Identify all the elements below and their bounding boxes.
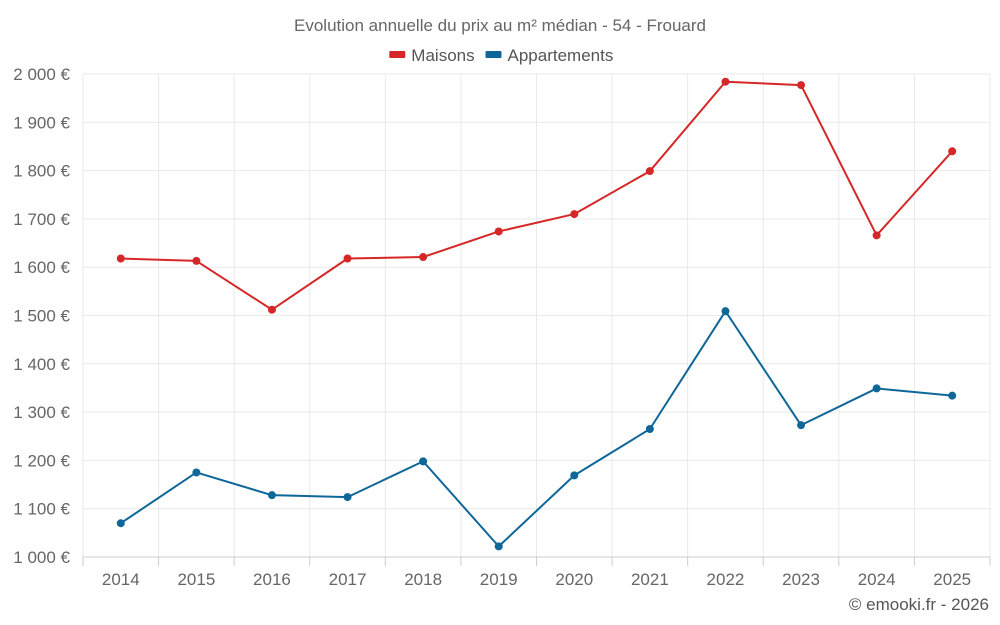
data-point-appartements-2023[interactable] (797, 421, 806, 430)
data-point-maisons-2024[interactable] (872, 231, 881, 240)
y-tick-label: 1 300 € (13, 403, 70, 422)
chart-legend: Maisons Appartements (389, 46, 613, 65)
data-point-maisons-2015[interactable] (192, 256, 201, 265)
data-point-maisons-2016[interactable] (267, 305, 276, 314)
data-point-appartements-2024[interactable] (872, 384, 881, 393)
y-axis: 1 000 € 1 100 € 1 200 € 1 300 € 1 400 € 1 500… (13, 65, 70, 567)
legend-label: Appartements (508, 46, 614, 65)
x-tick-label: 2023 (782, 570, 820, 589)
x-tick-label: 2025 (933, 570, 971, 589)
data-point-appartements-2018[interactable] (419, 457, 428, 466)
legend-item-appartements[interactable]: Appartements (485, 46, 614, 65)
x-tick-label: 2014 (102, 570, 140, 589)
chart-title: Evolution annuelle du prix au m² médian … (294, 16, 706, 35)
data-point-maisons-2025[interactable] (948, 147, 957, 156)
data-point-maisons-2020[interactable] (570, 210, 579, 219)
legend-item-maisons[interactable]: Maisons (389, 46, 475, 65)
chart-grid (82, 73, 991, 558)
series-maisons (116, 77, 957, 314)
y-tick-label: 1 400 € (13, 355, 70, 374)
data-point-maisons-2023[interactable] (797, 81, 806, 90)
series-appartements (116, 307, 957, 551)
y-tick-label: 1 200 € (13, 451, 70, 470)
x-axis: 2014 2015 2016 2017 2018 2019 2020 2021 2022 2023… (82, 556, 991, 589)
y-tick-label: 1 900 € (13, 113, 70, 132)
data-point-maisons-2021[interactable] (645, 167, 654, 176)
x-tick-label: 2015 (177, 570, 215, 589)
y-tick-label: 2 000 € (13, 65, 70, 84)
y-tick-label: 1 600 € (13, 258, 70, 277)
x-tick-label: 2018 (404, 570, 442, 589)
data-point-maisons-2017[interactable] (343, 254, 352, 263)
data-point-maisons-2019[interactable] (494, 227, 503, 236)
x-tick-label: 2019 (480, 570, 518, 589)
series-line-appartements (120, 310, 953, 548)
y-tick-label: 1 000 € (13, 548, 70, 567)
y-tick-label: 1 100 € (13, 500, 70, 519)
x-tick-label: 2017 (329, 570, 367, 589)
data-point-appartements-2016[interactable] (267, 491, 276, 500)
series-line-maisons (120, 80, 953, 311)
credit-text: © emooki.fr - 2026 (849, 595, 989, 614)
series-layer (116, 77, 957, 551)
data-point-appartements-2020[interactable] (570, 471, 579, 480)
data-point-appartements-2015[interactable] (192, 468, 201, 477)
y-tick-label: 1 500 € (13, 307, 70, 326)
x-tick-label: 2024 (858, 570, 896, 589)
data-point-maisons-2018[interactable] (419, 253, 428, 262)
data-point-appartements-2022[interactable] (721, 307, 730, 316)
y-tick-label: 1 800 € (13, 162, 70, 181)
legend-swatch (389, 51, 406, 58)
data-point-appartements-2025[interactable] (948, 391, 957, 400)
x-tick-label: 2020 (555, 570, 593, 589)
x-tick-label: 2022 (707, 570, 745, 589)
data-point-appartements-2017[interactable] (343, 493, 352, 502)
data-point-maisons-2014[interactable] (116, 254, 125, 263)
data-point-appartements-2019[interactable] (494, 542, 503, 551)
x-tick-label: 2021 (631, 570, 669, 589)
y-tick-label: 1 700 € (13, 210, 70, 229)
data-point-appartements-2021[interactable] (645, 425, 654, 434)
data-point-appartements-2014[interactable] (116, 519, 125, 528)
data-point-maisons-2022[interactable] (721, 77, 730, 86)
legend-swatch (485, 51, 502, 58)
x-tick-label: 2016 (253, 570, 291, 589)
legend-label: Maisons (411, 46, 474, 65)
